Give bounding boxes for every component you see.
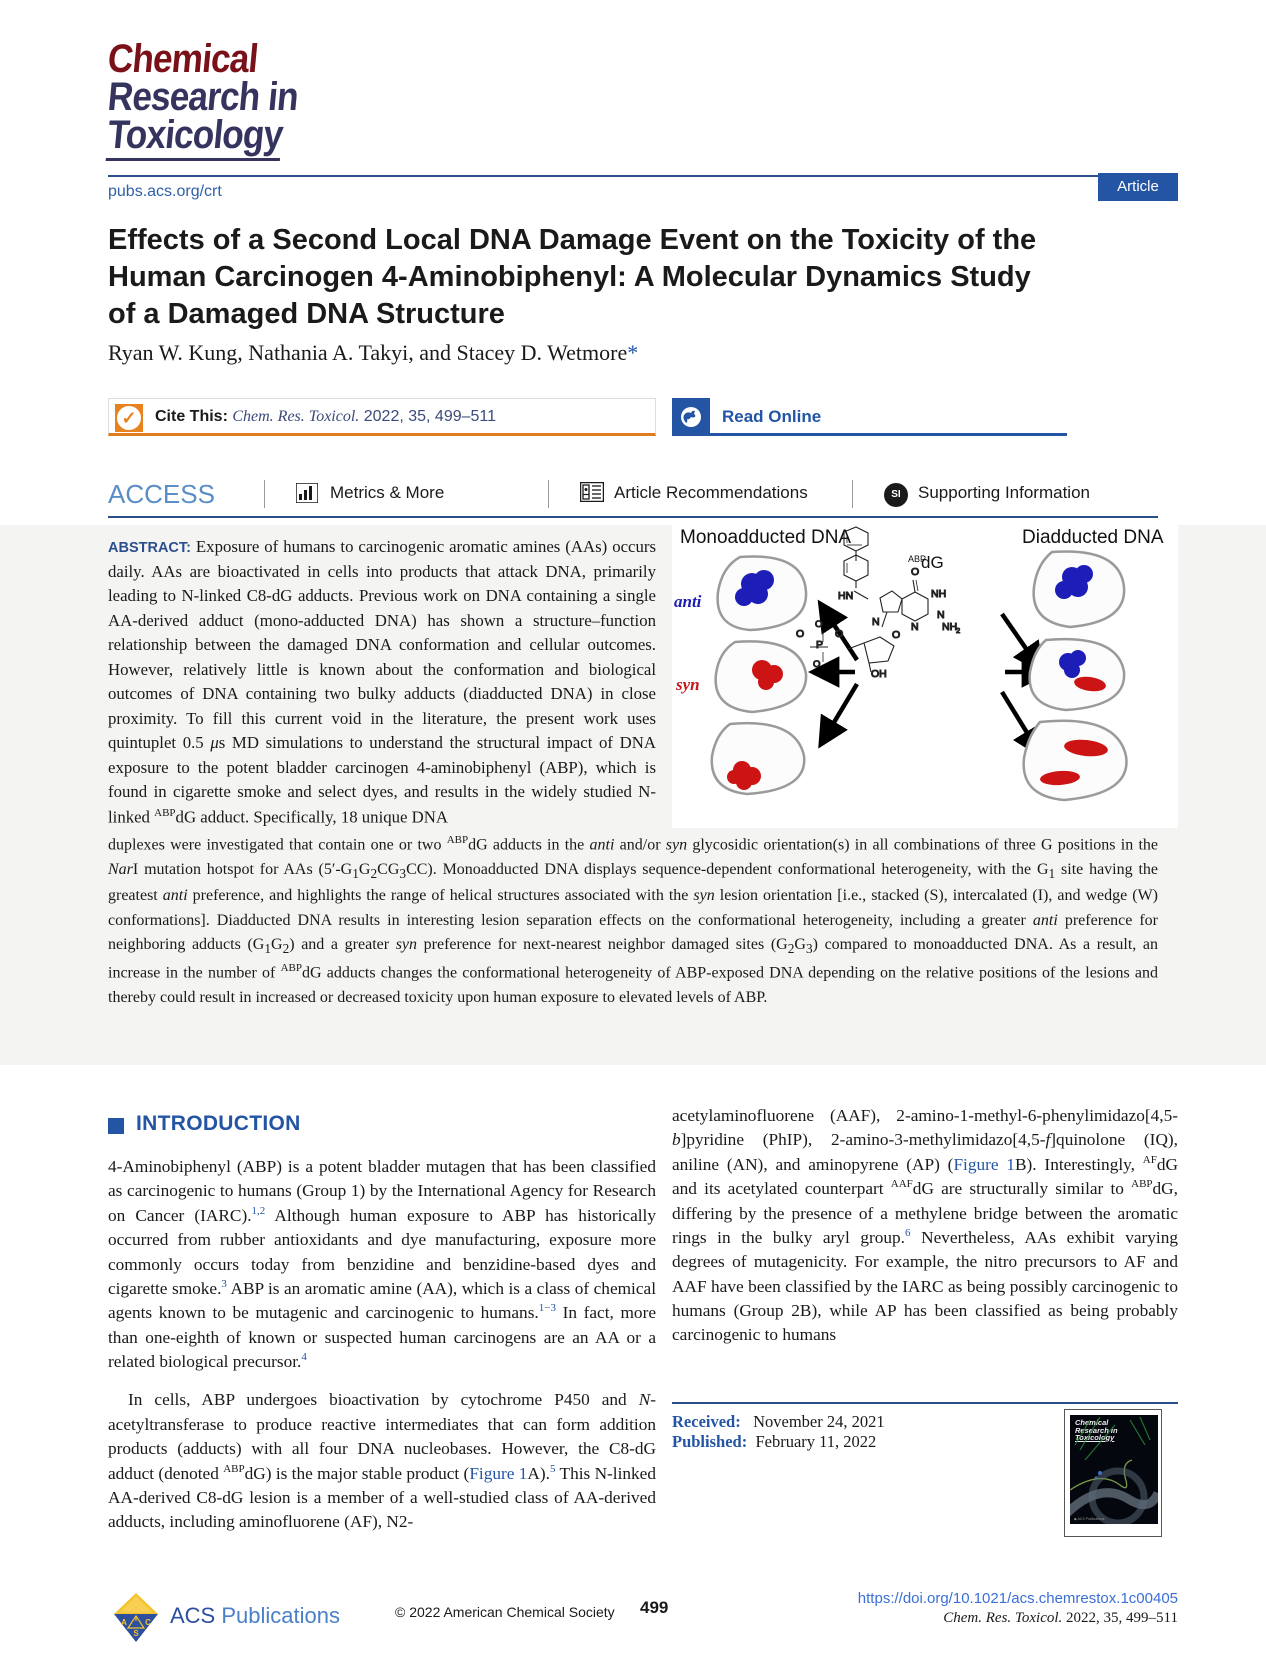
svg-text:HN: HN [838,590,853,602]
svg-text:O: O [892,629,900,641]
svg-text:O: O [796,628,804,640]
svg-text:NH: NH [931,588,946,600]
svg-text:syn: syn [675,675,700,694]
svg-text:2: 2 [956,626,960,635]
svg-text:anti: anti [674,592,702,611]
svg-text:NH: NH [942,621,957,633]
svg-text:N: N [872,616,880,628]
svg-text:S: S [133,1629,139,1638]
svg-text:C: C [145,1618,151,1627]
svg-text:A: A [121,1618,127,1627]
svg-text:O: O [911,566,919,578]
svg-text:OH: OH [871,668,887,680]
svg-text:P: P [816,639,823,651]
svg-text:N: N [911,621,919,633]
svg-text:O: O [815,619,822,630]
svg-text:O: O [813,659,820,670]
svg-text:N: N [937,609,945,621]
svg-text:O: O [835,628,843,640]
svg-text:dG: dG [921,553,944,572]
